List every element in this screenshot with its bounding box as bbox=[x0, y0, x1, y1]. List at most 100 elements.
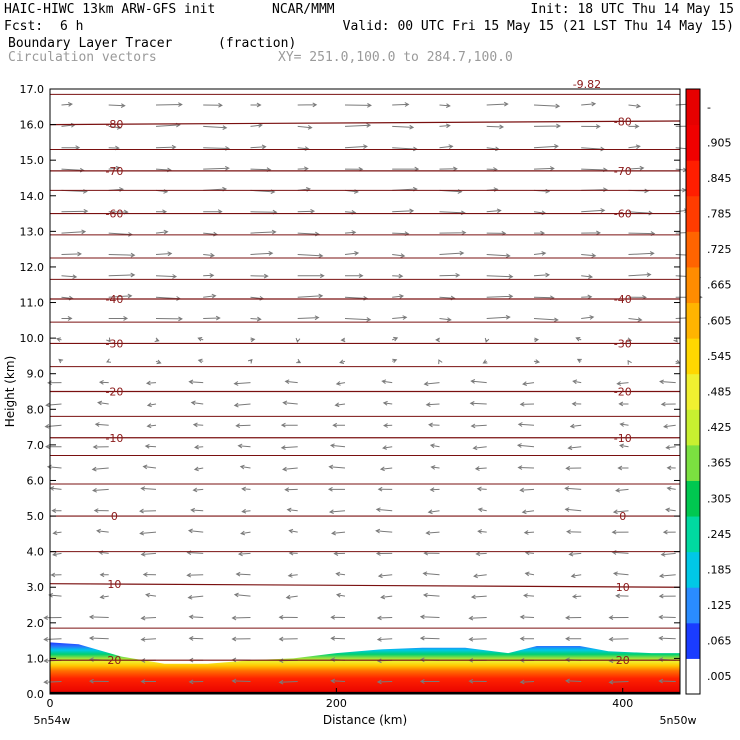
circulation-vector bbox=[419, 614, 440, 620]
circulation-vector bbox=[250, 123, 263, 128]
circulation-vector bbox=[659, 379, 676, 385]
y-axis-label: Height (km) bbox=[3, 356, 17, 427]
contour-label-left: 20 bbox=[107, 654, 121, 667]
org-label: NCAR/MMM bbox=[272, 2, 335, 17]
circulation-vector bbox=[334, 402, 346, 408]
circulation-vector bbox=[425, 402, 440, 407]
circulation-vector bbox=[250, 316, 262, 322]
circulation-vector bbox=[186, 572, 204, 578]
circulation-vector bbox=[233, 381, 251, 386]
circulation-vector bbox=[438, 359, 443, 365]
circulation-vector bbox=[675, 359, 681, 364]
circulation-vector bbox=[142, 572, 157, 577]
circulation-vector bbox=[377, 573, 393, 579]
y-tick-label: 7.0 bbox=[27, 439, 45, 452]
circulation-vector bbox=[581, 274, 594, 279]
circulation-vector bbox=[665, 507, 676, 513]
circulation-vector bbox=[474, 466, 487, 471]
y-tick-label: 2.0 bbox=[27, 617, 45, 630]
circulation-vector bbox=[517, 422, 535, 427]
circulation-vector bbox=[612, 509, 629, 515]
circulation-vector bbox=[278, 679, 298, 685]
circulation-vector bbox=[231, 636, 251, 642]
colorbar-swatch bbox=[686, 89, 700, 126]
circulation-vector bbox=[333, 551, 346, 556]
circulation-vector bbox=[203, 102, 223, 108]
circulation-vector bbox=[335, 592, 346, 598]
contour-label-right: -30 bbox=[614, 337, 632, 350]
circulation-vector bbox=[486, 294, 514, 299]
colorbar-swatch bbox=[686, 231, 700, 268]
circulation-vector bbox=[344, 144, 368, 150]
xy-range: XY= 251.0,100.0 to 284.7,100.0 bbox=[278, 50, 513, 65]
top-edge-label: -9.82 bbox=[573, 78, 601, 91]
circulation-vector bbox=[154, 337, 160, 342]
circulation-vector bbox=[419, 679, 440, 684]
circulation-vector bbox=[330, 614, 346, 620]
circulation-vector bbox=[468, 678, 487, 684]
circulation-vector bbox=[284, 379, 298, 385]
circulation-vector bbox=[288, 528, 298, 534]
colorbar-swatch bbox=[686, 195, 700, 232]
circulation-vector bbox=[439, 272, 461, 278]
circulation-vector bbox=[194, 444, 204, 450]
circulation-vector bbox=[61, 167, 85, 173]
circulation-vector bbox=[145, 380, 157, 386]
colorbar-label: .785 bbox=[707, 208, 732, 221]
circulation-vector bbox=[470, 423, 487, 429]
circulation-vector bbox=[108, 125, 122, 130]
x-tick-label: 0 bbox=[47, 697, 54, 710]
y-tick-label: 10.0 bbox=[20, 332, 45, 345]
circulation-vector bbox=[439, 123, 451, 129]
y-tick-label: 13.0 bbox=[20, 225, 45, 238]
circulation-vector bbox=[660, 401, 676, 407]
circulation-vector bbox=[628, 144, 641, 150]
circulation-vector bbox=[581, 187, 608, 193]
circulation-vector bbox=[297, 208, 316, 214]
circulation-vector bbox=[240, 530, 251, 536]
circulation-vector bbox=[392, 273, 404, 279]
contour-label-left: 0 bbox=[111, 510, 118, 523]
circulation-vector bbox=[233, 402, 251, 408]
circulation-vector bbox=[284, 487, 298, 492]
circulation-vector bbox=[581, 208, 606, 213]
colorbar-label: .605 bbox=[707, 314, 732, 327]
circulation-vector bbox=[475, 551, 487, 557]
circulation-vector bbox=[327, 486, 346, 492]
circulation-vector bbox=[565, 678, 582, 684]
circulation-vector bbox=[203, 273, 215, 278]
circulation-vector bbox=[344, 251, 360, 256]
circulation-vector bbox=[522, 381, 535, 386]
circulation-vector bbox=[382, 445, 393, 450]
circulation-vector bbox=[96, 528, 109, 534]
circulation-vector bbox=[565, 465, 582, 471]
colorbar-label: .305 bbox=[707, 492, 732, 505]
circulation-vector bbox=[144, 443, 157, 449]
circulation-vector bbox=[93, 508, 109, 513]
circulation-vector bbox=[533, 359, 541, 364]
circulation-vector bbox=[192, 487, 204, 493]
circulation-vector bbox=[628, 124, 640, 129]
circulation-vector bbox=[282, 400, 298, 406]
circulation-vector bbox=[330, 678, 346, 684]
circulation-vector bbox=[375, 551, 393, 556]
contour-label-right: -80 bbox=[614, 115, 632, 128]
circulation-vector bbox=[235, 423, 251, 429]
circulation-vector bbox=[581, 101, 597, 107]
circulation-vector bbox=[140, 679, 156, 684]
circulation-vector bbox=[611, 550, 629, 555]
contour-label-left: -20 bbox=[105, 386, 123, 399]
valid-time: Valid: 00 UTC Fri 15 May 15 (21 LST Thu … bbox=[342, 19, 734, 34]
circulation-vector bbox=[297, 102, 318, 108]
circulation-vector bbox=[55, 337, 62, 342]
circulation-vector bbox=[571, 401, 582, 407]
circulation-vector bbox=[297, 273, 325, 279]
circulation-vector bbox=[108, 293, 133, 299]
circulation-vector bbox=[344, 230, 357, 235]
circulation-vector bbox=[486, 208, 502, 214]
circulation-vector bbox=[533, 144, 559, 149]
circulation-vector bbox=[61, 229, 87, 235]
colorbar-label: .485 bbox=[707, 386, 732, 399]
circulation-vector bbox=[203, 293, 217, 299]
circulation-vector bbox=[486, 124, 505, 130]
